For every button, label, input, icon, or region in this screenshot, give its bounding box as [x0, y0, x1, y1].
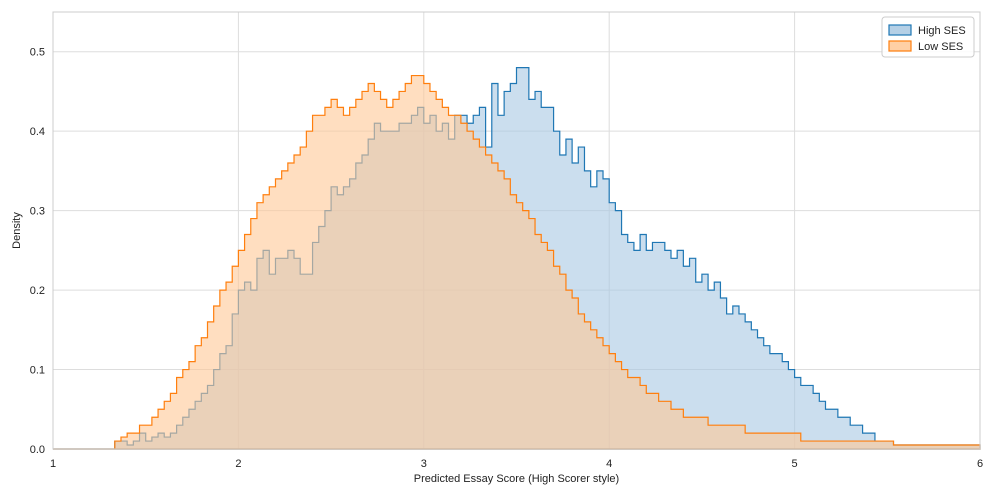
x-tick-label: 1: [50, 458, 56, 470]
legend-swatch: [888, 24, 912, 36]
histogram-series: [53, 67, 981, 450]
x-tick-label: 5: [792, 458, 798, 470]
legend-label: Low SES: [918, 41, 963, 53]
plot-border: [52, 11, 981, 450]
y-tick-label: 0.4: [30, 126, 45, 138]
plot-frame: [52, 11, 981, 450]
y-tick-label: 0.5: [30, 47, 45, 59]
x-tick-label: 2: [235, 458, 241, 470]
low-ses-histogram: [53, 74, 981, 450]
y-axis-label: Density: [11, 212, 23, 249]
y-tick-label: 0.3: [30, 206, 45, 218]
y-tick-label: 0.0: [30, 444, 45, 456]
x-axis-label: Predicted Essay Score (High Scorer style…: [414, 473, 619, 485]
x-tick-label: 3: [421, 458, 427, 470]
x-tick-label: 4: [606, 458, 612, 470]
legend-swatch: [888, 40, 912, 52]
legend: High SES Low SES: [881, 16, 975, 58]
y-tick-label: 0.2: [30, 285, 45, 297]
legend-label: High SES: [918, 25, 966, 37]
x-tick-label: 6: [977, 458, 983, 470]
x-axis-ticks: 1 2 3 4 5 6: [50, 458, 983, 470]
y-axis-ticks: 0.0 0.1 0.2 0.3 0.4 0.5: [30, 47, 45, 456]
y-tick-label: 0.1: [30, 365, 45, 377]
